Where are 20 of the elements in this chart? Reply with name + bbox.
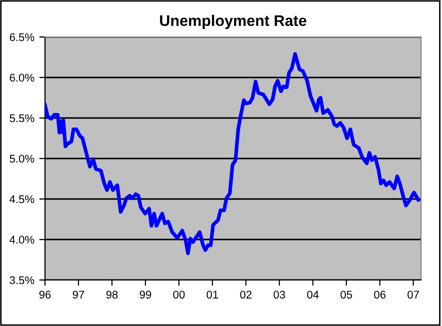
x-tick-label: 07 (408, 290, 419, 299)
y-tick-label: 6.0% (10, 74, 34, 82)
x-tick-label: 03 (274, 290, 286, 299)
y-tick-label: 4.0% (10, 236, 34, 244)
y-tick-label: 6.5% (10, 33, 34, 42)
y-tick-label: 5.5% (10, 114, 34, 122)
x-tick-label: 02 (240, 290, 252, 299)
x-tick-label: 99 (140, 290, 152, 299)
x-tick-label: 97 (72, 290, 84, 299)
chart-title: Unemployment Rate (160, 14, 306, 30)
x-tick-label: 98 (106, 290, 118, 299)
x-tick-label: 04 (307, 290, 319, 299)
x-tick-label: 00 (173, 290, 185, 299)
y-tick-label: 5.0% (10, 154, 34, 163)
y-tick-label: 3.5% (10, 276, 34, 284)
x-tick-label: 96 (39, 290, 51, 299)
y-tick-label: 4.5% (10, 195, 34, 204)
x-tick-label: 05 (340, 290, 352, 299)
x-tick-label: 06 (374, 290, 386, 299)
x-tick-label: 01 (206, 290, 218, 299)
